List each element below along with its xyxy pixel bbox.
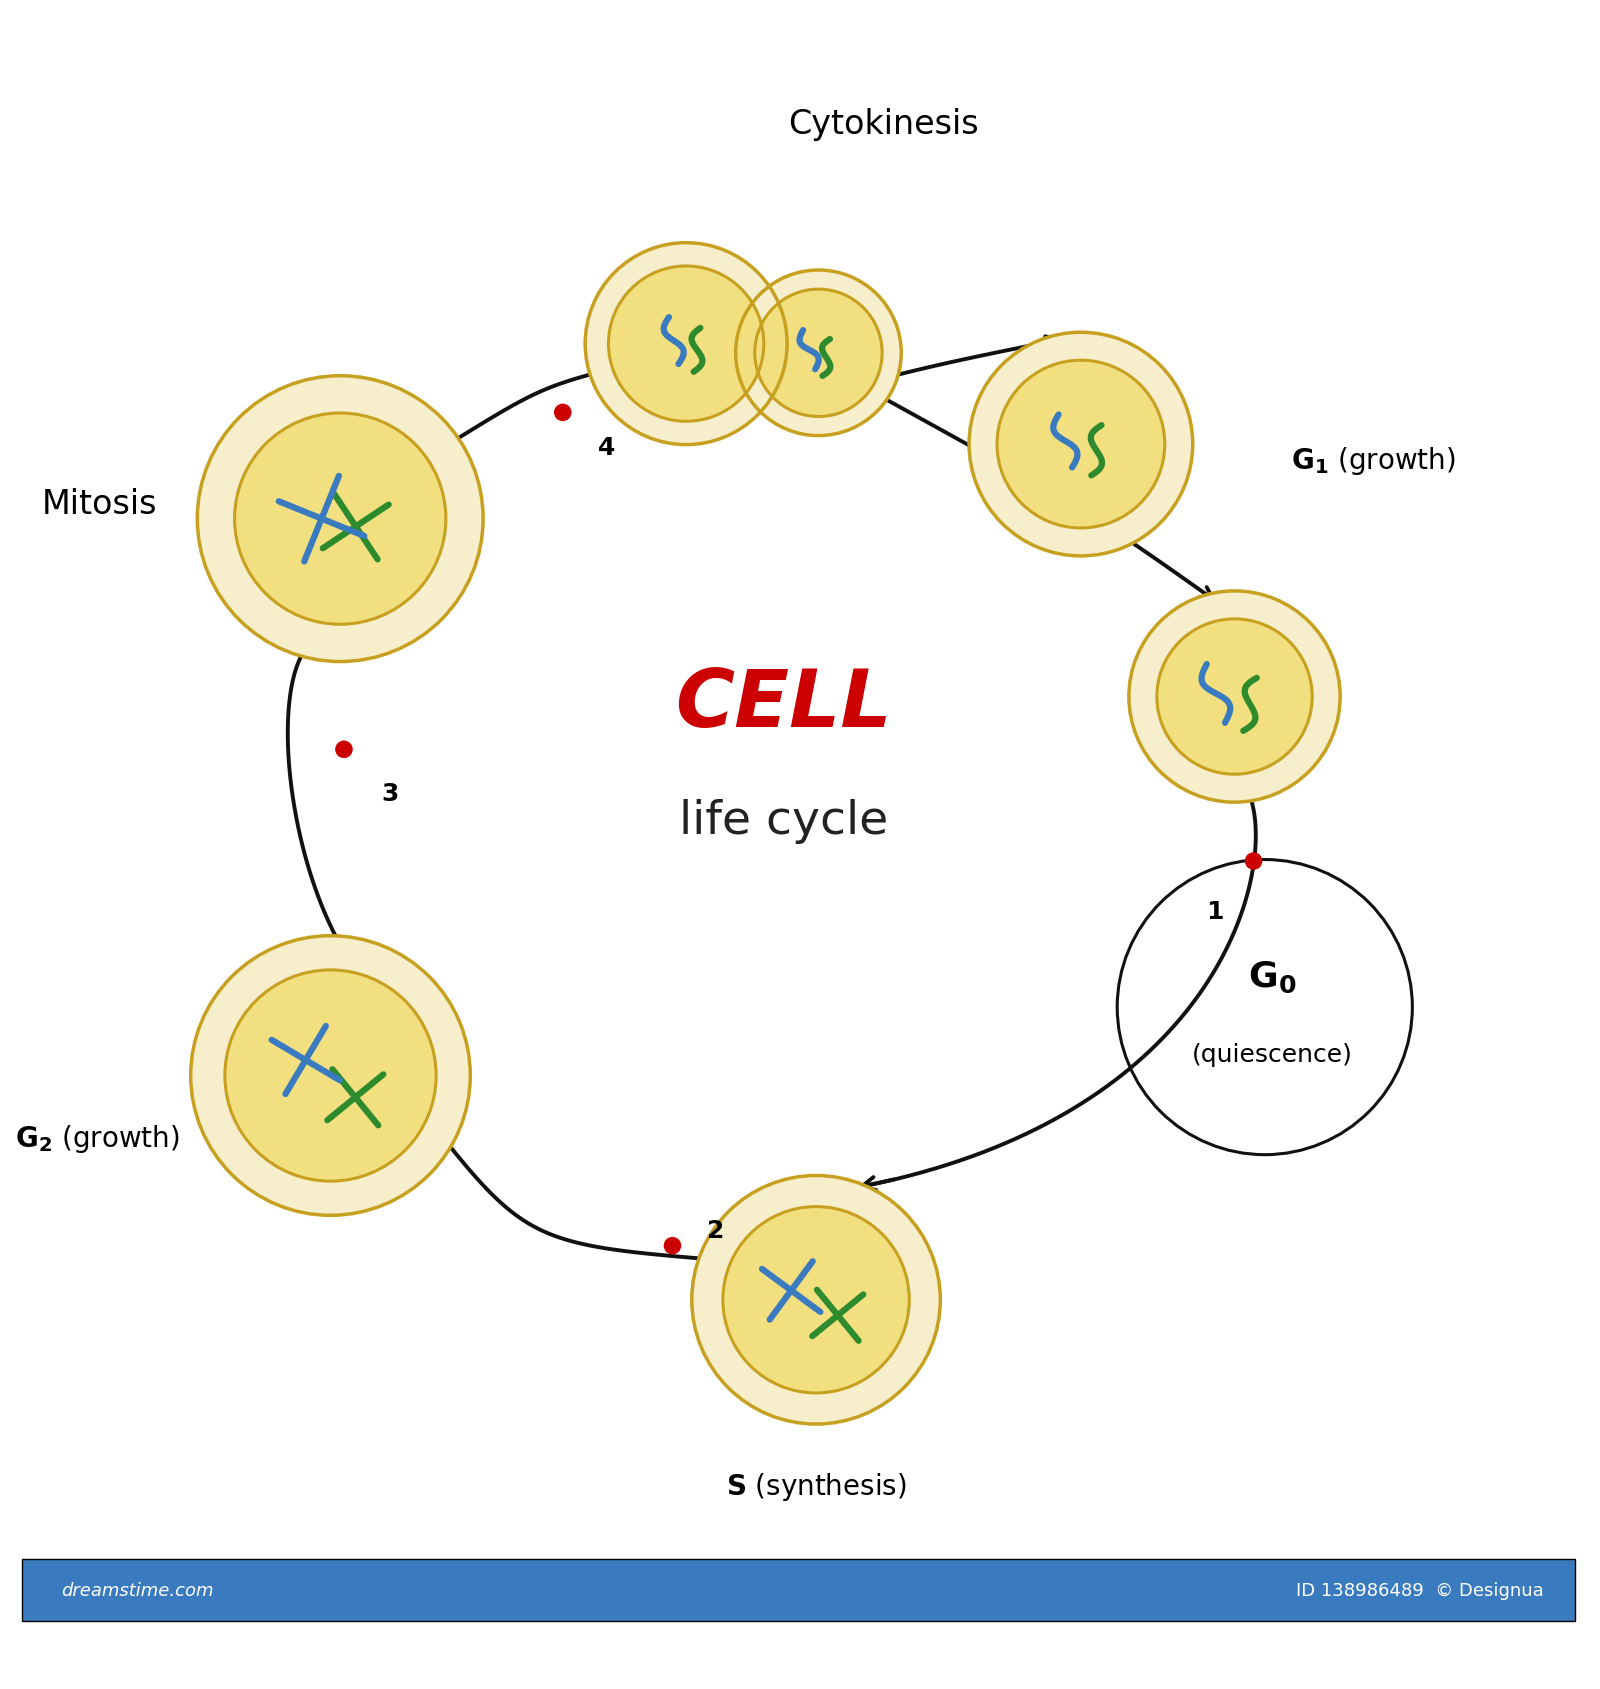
Text: $\mathbf{G_1}$ (growth): $\mathbf{G_1}$ (growth)	[1291, 444, 1454, 476]
Point	[550, 400, 576, 427]
Circle shape	[197, 377, 483, 662]
Circle shape	[723, 1208, 909, 1393]
Text: CELL: CELL	[675, 665, 891, 743]
Text: dreamstime.com: dreamstime.com	[61, 1581, 213, 1599]
Text: Mitosis: Mitosis	[42, 488, 157, 520]
Circle shape	[755, 291, 882, 417]
Point	[659, 1233, 685, 1260]
Text: 1: 1	[1206, 899, 1224, 924]
Circle shape	[691, 1176, 941, 1424]
Circle shape	[190, 936, 470, 1216]
Circle shape	[1130, 591, 1341, 802]
Text: (quiescence): (quiescence)	[1192, 1042, 1354, 1066]
Text: 2: 2	[707, 1218, 725, 1243]
Circle shape	[586, 243, 787, 446]
Circle shape	[736, 270, 901, 436]
Text: Cytokinesis: Cytokinesis	[787, 108, 979, 140]
Text: life cycle: life cycle	[678, 799, 888, 844]
Text: $\mathbf{G_2}$ (growth): $\mathbf{G_2}$ (growth)	[16, 1121, 179, 1154]
Text: $\mathbf{G_0}$: $\mathbf{G_0}$	[1248, 959, 1296, 995]
Circle shape	[1157, 620, 1312, 775]
Point	[331, 736, 357, 763]
Circle shape	[235, 414, 446, 625]
Circle shape	[970, 333, 1192, 557]
Text: 3: 3	[382, 782, 400, 806]
Circle shape	[608, 267, 763, 422]
Text: ID 138986489  © Designua: ID 138986489 © Designua	[1296, 1581, 1544, 1599]
FancyBboxPatch shape	[22, 1559, 1576, 1621]
Text: 4: 4	[597, 436, 614, 459]
Point	[1240, 848, 1266, 875]
Text: $\mathbf{S}$ (synthesis): $\mathbf{S}$ (synthesis)	[726, 1471, 906, 1502]
Circle shape	[997, 361, 1165, 529]
Circle shape	[226, 969, 437, 1182]
